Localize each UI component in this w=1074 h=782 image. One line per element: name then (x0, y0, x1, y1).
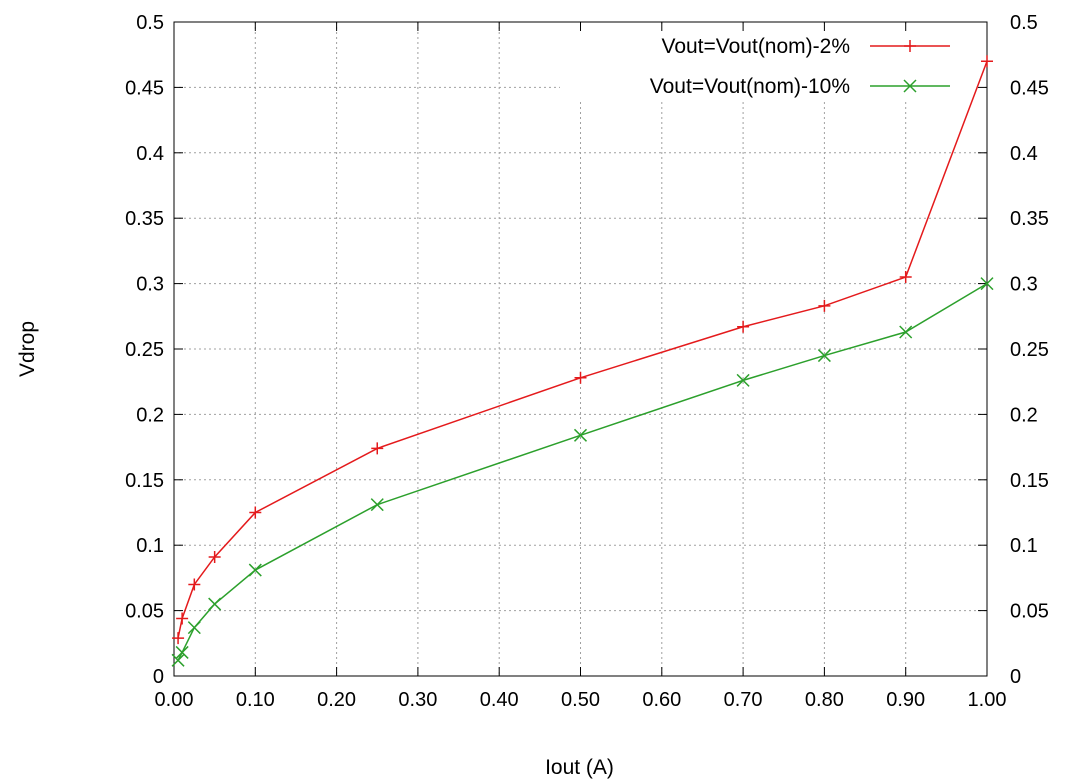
data-point-cross-marker (817, 349, 831, 363)
data-point-plus-marker (737, 320, 750, 333)
x-tick-label: 0.90 (886, 689, 925, 711)
y-tick-label-right: 0 (1010, 666, 1021, 688)
x-tick-label: 0.50 (561, 689, 600, 711)
x-tick-label: 0.30 (398, 689, 437, 711)
series-layer (171, 55, 994, 667)
data-point-cross-marker (187, 621, 201, 635)
data-point-cross-marker (248, 563, 262, 577)
y-tick-label-right: 0.45 (1010, 77, 1049, 99)
y-tick-label-right: 0.15 (1010, 470, 1049, 492)
data-point-plus-marker (188, 578, 201, 591)
series-1 (172, 55, 993, 645)
ticks: 0.00 0.10 0.20 0.30 0.40 0.50 0.60 0.70 0.80 0.90… (125, 12, 1049, 711)
y-tick-label-right: 0.2 (1010, 404, 1038, 426)
y-tick-label-left: 0.35 (125, 208, 164, 230)
data-point-cross-marker (175, 645, 189, 659)
x-axis-label: Iout (A) (545, 756, 614, 779)
data-point-cross-marker (903, 79, 917, 93)
legend-background (560, 24, 985, 100)
x-tick-label: 0.40 (480, 689, 519, 711)
data-point-cross-marker (171, 653, 185, 667)
y-tick-label-right: 0.5 (1010, 12, 1038, 34)
series-2 (171, 277, 994, 667)
y-tick-label-left: 0.4 (136, 143, 164, 165)
x-tick-label: 0.70 (724, 689, 763, 711)
y-tick-label-left: 0.3 (136, 274, 164, 296)
data-point-cross-marker (573, 428, 588, 442)
y-axis-label: Vdrop (16, 321, 39, 377)
x-tick-label: 0.20 (317, 689, 356, 711)
data-point-plus-marker (574, 371, 587, 384)
data-point-cross-marker (899, 325, 913, 339)
data-point-cross-marker (980, 277, 994, 291)
data-point-plus-marker (176, 612, 189, 625)
data-point-plus-marker (208, 550, 221, 563)
x-tick-label: 0.10 (236, 689, 275, 711)
y-tick-label-left: 0.05 (125, 601, 164, 623)
x-tick-label: 0.60 (642, 689, 681, 711)
data-point-cross-marker (208, 597, 222, 611)
y-tick-label-left: 0.45 (125, 77, 164, 99)
y-tick-label-right: 0.4 (1010, 143, 1038, 165)
y-tick-label-left: 0 (153, 666, 164, 688)
y-tick-label-left: 0.1 (136, 535, 164, 557)
data-point-cross-marker (370, 498, 384, 512)
data-point-plus-marker (249, 506, 262, 519)
data-point-cross-marker (736, 373, 750, 387)
y-tick-label-left: 0.5 (136, 12, 164, 34)
y-tick-label-right: 0.05 (1010, 601, 1049, 623)
data-point-plus-marker (904, 40, 916, 52)
data-point-plus-marker (981, 55, 993, 68)
y-tick-label-left: 0.15 (125, 470, 164, 492)
legend-label: Vout=Vout(nom)-10% (650, 75, 850, 98)
data-point-plus-marker (172, 632, 185, 645)
y-tick-label-right: 0.1 (1010, 535, 1038, 557)
y-tick-label-left: 0.25 (125, 339, 164, 361)
y-tick-label-left: 0.2 (136, 404, 164, 426)
x-tick-label: 0.00 (155, 689, 194, 711)
grid (174, 22, 987, 676)
y-tick-label-right: 0.25 (1010, 339, 1049, 361)
x-tick-label: 0.80 (805, 689, 844, 711)
y-tick-label-right: 0.3 (1010, 274, 1038, 296)
legend: Vout=Vout(nom)-2% Vout=Vout(nom)-10% (650, 35, 950, 98)
legend-label: Vout=Vout(nom)-2% (661, 35, 850, 58)
y-tick-label-right: 0.35 (1010, 208, 1049, 230)
data-point-plus-marker (371, 442, 384, 455)
data-point-plus-marker (899, 271, 912, 284)
data-point-plus-marker (818, 299, 831, 312)
x-tick-label: 1.00 (968, 689, 1007, 711)
